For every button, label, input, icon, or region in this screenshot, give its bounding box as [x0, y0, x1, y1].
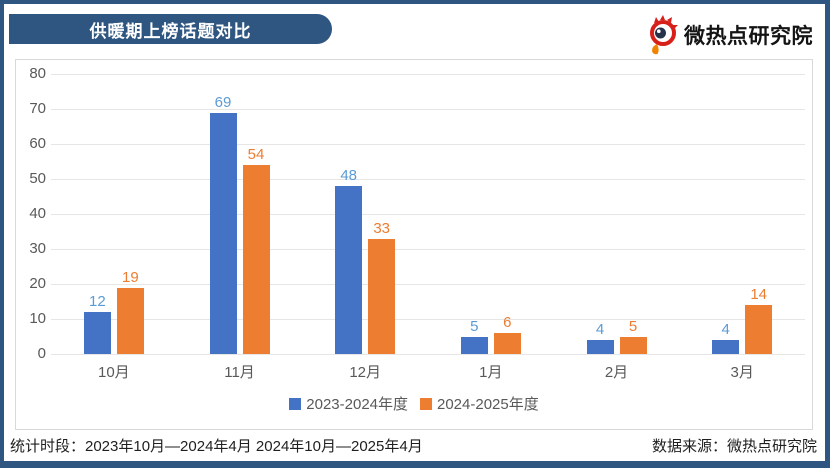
- bar: [712, 340, 740, 354]
- bar: [619, 336, 647, 354]
- bar: [83, 312, 111, 354]
- y-tick-label: 60: [29, 135, 46, 152]
- bar-value-label: 14: [750, 286, 768, 303]
- bar: [209, 112, 237, 354]
- bar-value-label: 33: [373, 219, 391, 237]
- x-tick-label: 1月: [479, 364, 503, 381]
- bar-with-label: 12: [83, 293, 111, 354]
- bar-value-label: 4: [721, 321, 730, 338]
- bar-with-label: 5: [460, 317, 488, 354]
- data-source-text: 数据来源：微热点研究院: [651, 438, 817, 455]
- bar-with-label: 48: [335, 167, 363, 354]
- eye-icon: [650, 15, 678, 55]
- bar-group: 69 54: [177, 74, 303, 354]
- gridline: [51, 354, 805, 355]
- plot-area: [51, 74, 805, 355]
- chart-legend: 2023-2024年度 2024-2025年度: [16, 393, 812, 414]
- page-title-text: 供暖期上榜话题对比: [89, 21, 252, 41]
- y-tick-label: 30: [29, 240, 46, 257]
- bar: [493, 333, 521, 354]
- bar-group: 4 14: [679, 74, 805, 354]
- stats-period-text: 统计时段：2023年10月—2024年4月 2024年10月—2025年4月: [10, 438, 423, 455]
- x-axis-labels: 10月 11月 12月 1月 2月 3月: [51, 361, 805, 382]
- gridline: [51, 214, 805, 215]
- y-tick-label: 40: [29, 205, 46, 222]
- bar: [242, 165, 270, 354]
- bar-value-label: 4: [595, 321, 605, 338]
- page-title: 供暖期上榜话题对比: [9, 14, 332, 44]
- x-tick-label: 11月: [224, 364, 255, 381]
- bar-with-label: 69: [209, 93, 237, 354]
- bar: [116, 287, 144, 354]
- bar-value-label: 54: [247, 146, 265, 163]
- legend-item: 2023-2024年度: [289, 393, 408, 414]
- bar-group: 12 19: [51, 74, 177, 354]
- bar-value-label: 5: [470, 317, 479, 335]
- legend-item: 2024-2025年度: [420, 393, 539, 414]
- y-tick-label: 80: [29, 65, 46, 82]
- x-tick-label: 10月: [97, 364, 130, 381]
- legend-label: 2023-2024年度: [306, 396, 408, 413]
- gridline: [51, 74, 805, 75]
- bar-with-label: 19: [116, 268, 144, 354]
- bar-with-label: 4: [712, 321, 740, 354]
- bar-with-label: 54: [242, 146, 270, 354]
- x-tick-label: 3月: [730, 364, 754, 381]
- bar-with-label: 6: [493, 314, 521, 354]
- bar-with-label: 4: [586, 321, 614, 354]
- gridline: [51, 144, 805, 145]
- gridline: [51, 319, 805, 320]
- bar: [586, 340, 614, 354]
- bar: [368, 238, 396, 354]
- bar-with-label: 33: [368, 219, 396, 354]
- bar: [460, 336, 488, 354]
- legend-label: 2024-2025年度: [437, 396, 539, 413]
- bar-with-label: 14: [745, 286, 773, 354]
- y-tick-label: 20: [29, 275, 46, 292]
- gridline: [51, 179, 805, 180]
- bar-groups: 12 19 69 54 48 33 5 6 4 5 4 14: [51, 74, 805, 354]
- gridline: [51, 284, 805, 285]
- gridline: [51, 109, 805, 110]
- brand-logo-text: 微热点研究院: [684, 25, 813, 48]
- bar-value-label: 5: [628, 317, 638, 335]
- y-tick-label: 70: [29, 100, 46, 117]
- bar: [745, 305, 773, 354]
- brand-logo: 微热点研究院: [645, 15, 813, 55]
- bar-value-label: 69: [214, 93, 232, 111]
- bar-group: 48 33: [302, 74, 428, 354]
- x-tick-label: 12月: [349, 364, 382, 381]
- legend-swatch: [420, 397, 432, 410]
- y-tick-label: 50: [29, 170, 46, 187]
- bar-value-label: 6: [503, 314, 512, 331]
- x-tick-label: 2月: [604, 364, 629, 381]
- bar-with-label: 5: [619, 317, 647, 354]
- bar: [335, 186, 363, 354]
- bar-value-label: 19: [121, 268, 139, 286]
- y-tick-label: 10: [29, 310, 46, 327]
- y-tick-label: 0: [37, 345, 46, 362]
- gridline: [51, 249, 805, 250]
- chart-area: 0 10 20 30 40 50 60 70 80 12 19 69 54 48 33 5 6 4 5 4 14 10…: [15, 59, 813, 430]
- bar-value-label: 12: [88, 293, 106, 310]
- footer: 统计时段：2023年10月—2024年4月 2024年10月—2025年4月 数…: [10, 435, 817, 456]
- bar-value-label: 48: [340, 167, 358, 184]
- legend-swatch: [289, 397, 302, 410]
